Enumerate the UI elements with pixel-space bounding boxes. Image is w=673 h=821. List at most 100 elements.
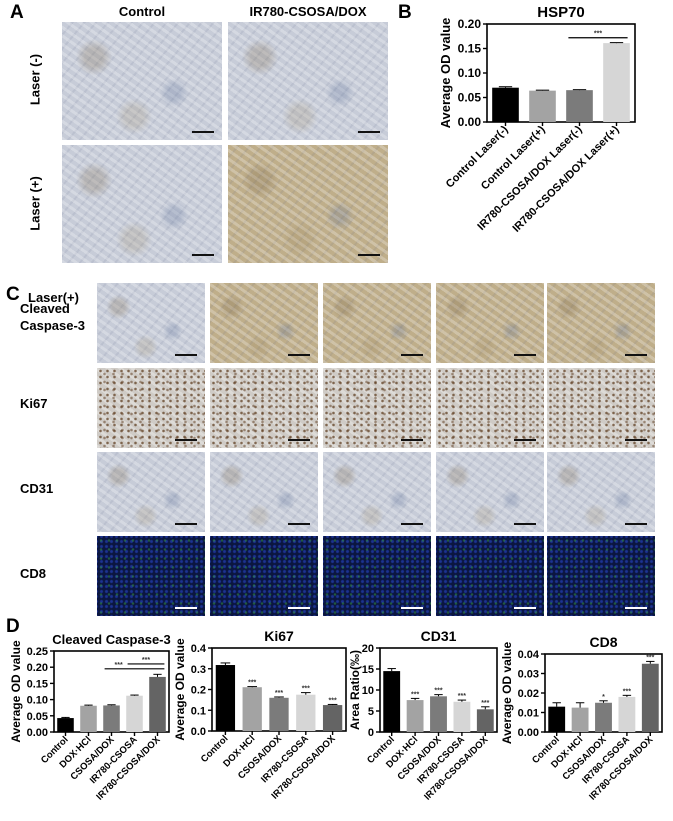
bar xyxy=(103,705,120,732)
y-tick-label: 0.10 xyxy=(27,695,48,707)
scale-bar xyxy=(401,354,423,356)
scale-bar xyxy=(192,254,214,256)
micrograph xyxy=(97,283,205,363)
scale-bar xyxy=(288,523,310,525)
scale-bar xyxy=(175,354,197,356)
micrograph-control-laser-on xyxy=(62,145,222,263)
panel-c-row-header: Cleaved Caspase-3 xyxy=(20,301,86,333)
y-tick-label: 0.05 xyxy=(27,711,48,723)
y-axis-label: Average OD value xyxy=(173,638,187,741)
scale-bar xyxy=(514,439,536,441)
y-tick-label: 0 xyxy=(368,727,374,739)
significance-marker: *** xyxy=(411,691,419,698)
scale-bar xyxy=(401,523,423,525)
scale-bar xyxy=(192,131,214,133)
significance-marker: *** xyxy=(275,690,283,697)
y-tick-label: 0.00 xyxy=(458,115,482,129)
y-tick-label: 0.01 xyxy=(518,708,539,720)
y-tick-label: 0.00 xyxy=(518,727,539,739)
significance-marker: * xyxy=(602,694,605,701)
micrograph-ir780-laser-on xyxy=(228,145,388,263)
micrograph xyxy=(436,283,544,363)
bar xyxy=(641,663,659,732)
bar xyxy=(595,702,612,732)
micrograph xyxy=(210,536,318,616)
y-tick-label: 0.15 xyxy=(27,678,48,690)
significance-marker: *** xyxy=(623,688,631,695)
scale-bar xyxy=(401,439,423,441)
micrograph xyxy=(436,452,544,532)
bar xyxy=(242,687,262,731)
significance-marker: *** xyxy=(248,680,256,687)
panel-a-label: A xyxy=(10,2,24,23)
x-tick-label: Control Laser(-) xyxy=(444,123,511,190)
chart-title: CD8 xyxy=(589,634,617,650)
panel-a-col-control: Control xyxy=(118,4,166,19)
bar xyxy=(566,90,593,122)
y-tick-label: 5 xyxy=(368,706,374,718)
micrograph xyxy=(547,452,655,532)
chart-title: Ki67 xyxy=(264,628,294,644)
chart-title: HSP70 xyxy=(537,4,585,21)
panel-b-label: B xyxy=(398,2,412,23)
chart-title: Cleaved Caspase-3 xyxy=(52,632,171,647)
y-tick-label: 0.03 xyxy=(518,669,539,681)
panel-a-col-ir780: IR780-CSOSA/DOX xyxy=(249,4,367,19)
y-axis-label: Average OD value xyxy=(438,18,453,129)
significance-marker: *** xyxy=(434,688,442,695)
bar xyxy=(529,90,556,122)
y-tick-label: 0.25 xyxy=(27,646,48,658)
bar xyxy=(126,695,143,732)
bar xyxy=(406,700,424,732)
bar xyxy=(296,694,316,731)
y-tick-label: 0.20 xyxy=(458,17,482,31)
y-axis-label: Average OD value xyxy=(9,640,23,743)
y-tick-label: 0.15 xyxy=(458,42,482,56)
scale-bar xyxy=(625,354,647,356)
scale-bar xyxy=(358,131,380,133)
micrograph-control-laser-off xyxy=(62,22,222,140)
bar xyxy=(476,709,494,732)
micrograph xyxy=(210,283,318,363)
significance-marker: *** xyxy=(458,693,466,700)
micrograph xyxy=(323,283,431,363)
micrograph xyxy=(210,368,318,448)
micrograph xyxy=(323,452,431,532)
y-tick-label: 10 xyxy=(362,685,374,697)
scale-bar xyxy=(625,439,647,441)
micrograph xyxy=(210,452,318,532)
significance-label: *** xyxy=(142,657,150,664)
y-tick-label: 0.4 xyxy=(191,643,207,655)
y-tick-label: 0.05 xyxy=(458,91,482,105)
panel-c-label: C xyxy=(6,284,20,305)
y-tick-label: 0.00 xyxy=(27,727,48,739)
x-tick-label: Control Laser(+) xyxy=(479,123,548,192)
y-tick-label: 15 xyxy=(362,664,374,676)
scale-bar xyxy=(175,439,197,441)
scale-bar xyxy=(514,523,536,525)
bar xyxy=(453,701,471,732)
micrograph xyxy=(97,368,205,448)
scale-bar xyxy=(288,439,310,441)
y-tick-label: 0.10 xyxy=(458,66,482,80)
significance-marker: *** xyxy=(329,697,337,704)
scale-bar xyxy=(625,523,647,525)
scale-bar xyxy=(288,607,310,609)
scale-bar xyxy=(514,607,536,609)
micrograph xyxy=(323,368,431,448)
significance-label: *** xyxy=(594,31,602,38)
bar xyxy=(430,696,447,732)
panel-c-row-header: Ki67 xyxy=(20,396,48,411)
scale-bar xyxy=(401,607,423,609)
panel-c-row-header: CD8 xyxy=(20,566,47,581)
bar xyxy=(149,676,166,732)
bar xyxy=(548,706,566,732)
micrograph-ir780-laser-off xyxy=(228,22,388,140)
micrograph xyxy=(97,452,205,532)
bar xyxy=(215,665,236,731)
bar xyxy=(57,718,74,732)
bar xyxy=(383,671,401,732)
y-tick-label: 0.20 xyxy=(27,662,48,674)
bar xyxy=(269,697,289,731)
bar xyxy=(603,43,630,122)
